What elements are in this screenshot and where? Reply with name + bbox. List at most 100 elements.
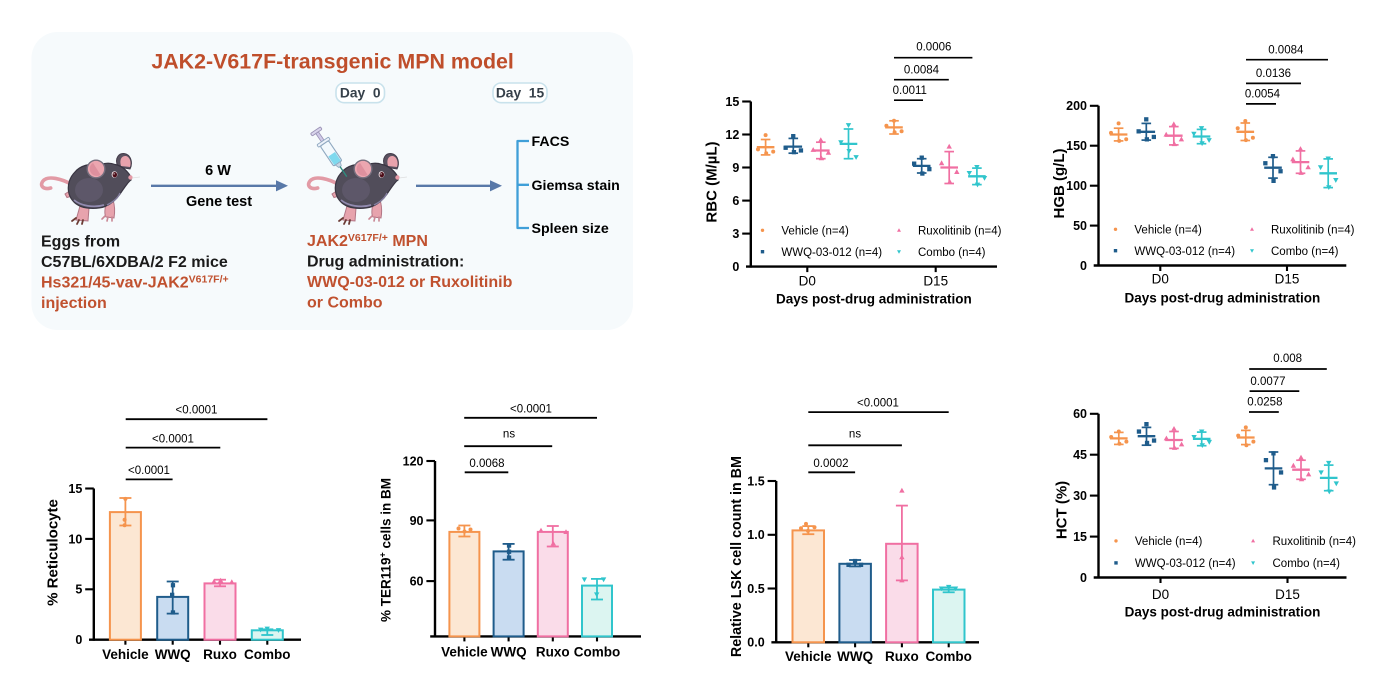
svg-text:% Reticulocyte: % Reticulocyte [45, 499, 62, 606]
svg-text:RBC (M/µL): RBC (M/µL) [704, 141, 721, 222]
svg-text:6 W: 6 W [205, 163, 231, 179]
svg-text:100: 100 [1066, 179, 1087, 193]
svg-text:ns: ns [849, 428, 861, 440]
svg-text:90: 90 [410, 514, 424, 528]
svg-text:ns: ns [503, 428, 515, 440]
svg-text:Days post-drug administration: Days post-drug administration [1125, 291, 1321, 306]
svg-text:Day 0: Day 0 [340, 85, 381, 100]
svg-text:0: 0 [75, 633, 82, 647]
svg-text:Combo: Combo [574, 645, 621, 660]
svg-text:Combo (n=4): Combo (n=4) [918, 247, 986, 259]
svg-text:Drug administration:: Drug administration: [307, 254, 464, 271]
svg-text:C57BL/6XDBA/2 F2 mice: C57BL/6XDBA/2 F2 mice [41, 254, 228, 271]
svg-text:Combo: Combo [925, 649, 972, 664]
svg-text:1.5: 1.5 [747, 474, 764, 488]
svg-text:150: 150 [1066, 139, 1087, 153]
svg-text:Eggs from: Eggs from [41, 234, 120, 251]
svg-text:Combo (n=4): Combo (n=4) [1271, 246, 1339, 258]
svg-text:6: 6 [732, 194, 739, 208]
svg-text:30: 30 [1073, 489, 1087, 503]
svg-text:WWQ: WWQ [491, 645, 527, 660]
svg-text:0.008: 0.008 [1273, 353, 1302, 365]
svg-text:<0.0001: <0.0001 [857, 398, 899, 410]
svg-text:200: 200 [1066, 99, 1087, 113]
svg-text:0.0: 0.0 [747, 636, 764, 650]
svg-text:Spleen size: Spleen size [532, 221, 609, 237]
svg-text:0.0054: 0.0054 [1245, 89, 1281, 101]
svg-text:Ruxolitinib (n=4): Ruxolitinib (n=4) [1271, 224, 1355, 236]
svg-text:FACS: FACS [532, 134, 570, 150]
svg-text:D15: D15 [923, 274, 948, 289]
svg-text:60: 60 [410, 575, 424, 589]
svg-text:120: 120 [403, 454, 424, 468]
svg-text:Days post-drug administration: Days post-drug administration [1125, 604, 1321, 619]
svg-text:D0: D0 [799, 274, 816, 289]
svg-text:<0.0001: <0.0001 [128, 465, 170, 477]
svg-text:Vehicle: Vehicle [441, 645, 488, 660]
svg-text:JAK2V617F/+ MPN: JAK2V617F/+ MPN [307, 232, 428, 250]
svg-text:Days post-drug administration: Days post-drug administration [776, 291, 972, 306]
svg-text:Ruxo: Ruxo [203, 647, 237, 662]
svg-text:Relative LSK cell count in BM: Relative LSK cell count in BM [729, 456, 745, 657]
svg-text:Vehicle (n=4): Vehicle (n=4) [1135, 536, 1203, 548]
svg-text:12: 12 [725, 128, 739, 142]
svg-text:15: 15 [725, 95, 739, 109]
svg-text:50: 50 [1073, 219, 1087, 233]
svg-text:<0.0001: <0.0001 [176, 405, 218, 417]
svg-text:0.0084: 0.0084 [904, 64, 940, 76]
svg-text:% TER119+ cells in BM: % TER119+ cells in BM [378, 478, 394, 622]
svg-text:3: 3 [732, 227, 739, 241]
svg-text:0.0011: 0.0011 [893, 85, 927, 97]
svg-text:<0.0001: <0.0001 [152, 433, 194, 445]
svg-text:Hs321/45-vav-JAK2V617F/+: Hs321/45-vav-JAK2V617F/+ [41, 274, 229, 292]
svg-text:0.0002: 0.0002 [813, 458, 848, 470]
svg-text:9: 9 [732, 161, 739, 175]
svg-text:5: 5 [75, 583, 82, 597]
svg-text:HGB (g/L): HGB (g/L) [1051, 149, 1068, 219]
svg-text:WWQ-03-012 (n=4): WWQ-03-012 (n=4) [1135, 558, 1236, 570]
svg-text:Ruxolitinib (n=4): Ruxolitinib (n=4) [918, 225, 1002, 237]
svg-text:injection: injection [41, 295, 107, 312]
svg-text:0.0136: 0.0136 [1256, 68, 1291, 80]
svg-text:WWQ: WWQ [155, 647, 191, 662]
svg-text:60: 60 [1073, 407, 1087, 421]
svg-text:0.0084: 0.0084 [1268, 44, 1304, 56]
svg-text:Combo (n=4): Combo (n=4) [1273, 558, 1341, 570]
svg-text:Vehicle (n=4): Vehicle (n=4) [1134, 224, 1202, 236]
svg-text:D15: D15 [1275, 272, 1300, 287]
svg-text:Gene test: Gene test [186, 194, 252, 210]
svg-text:Combo: Combo [244, 647, 291, 662]
svg-text:15: 15 [1073, 530, 1087, 544]
svg-text:HCT (%): HCT (%) [1054, 481, 1071, 539]
svg-text:WWQ-03-012 (n=4): WWQ-03-012 (n=4) [781, 247, 882, 259]
svg-text:or Combo: or Combo [307, 295, 383, 312]
svg-text:Vehicle: Vehicle [785, 649, 832, 664]
svg-text:0.0006: 0.0006 [916, 42, 951, 54]
svg-text:WWQ-03-012 (n=4): WWQ-03-012 (n=4) [1134, 246, 1235, 258]
svg-text:D0: D0 [1152, 587, 1169, 602]
svg-text:<0.0001: <0.0001 [510, 403, 552, 415]
svg-text:Ruxo: Ruxo [885, 649, 919, 664]
svg-text:1.0: 1.0 [747, 528, 764, 542]
svg-text:Vehicle (n=4): Vehicle (n=4) [781, 225, 849, 237]
svg-text:0.0077: 0.0077 [1250, 376, 1285, 388]
svg-text:Giemsa stain: Giemsa stain [532, 178, 620, 194]
svg-text:15: 15 [68, 482, 82, 496]
svg-text:WWQ-03-012 or Ruxolitinib: WWQ-03-012 or Ruxolitinib [307, 274, 513, 291]
svg-text:0.5: 0.5 [747, 582, 764, 596]
svg-text:JAK2-V617F-transgenic MPN mode: JAK2-V617F-transgenic MPN model [151, 50, 514, 74]
svg-text:Vehicle: Vehicle [102, 647, 149, 662]
svg-text:WWQ: WWQ [837, 649, 873, 664]
svg-text:0.0258: 0.0258 [1247, 397, 1282, 409]
svg-text:Ruxo: Ruxo [536, 645, 570, 660]
svg-text:Day 15: Day 15 [496, 85, 545, 100]
svg-text:0: 0 [1080, 259, 1087, 273]
svg-text:0: 0 [1080, 571, 1087, 585]
svg-text:D15: D15 [1275, 587, 1300, 602]
svg-text:45: 45 [1073, 448, 1087, 462]
svg-text:10: 10 [68, 532, 82, 546]
svg-text:0: 0 [732, 260, 739, 274]
svg-text:0.0068: 0.0068 [469, 458, 504, 470]
svg-text:Ruxolitinib (n=4): Ruxolitinib (n=4) [1273, 536, 1357, 548]
svg-text:D0: D0 [1152, 272, 1169, 287]
